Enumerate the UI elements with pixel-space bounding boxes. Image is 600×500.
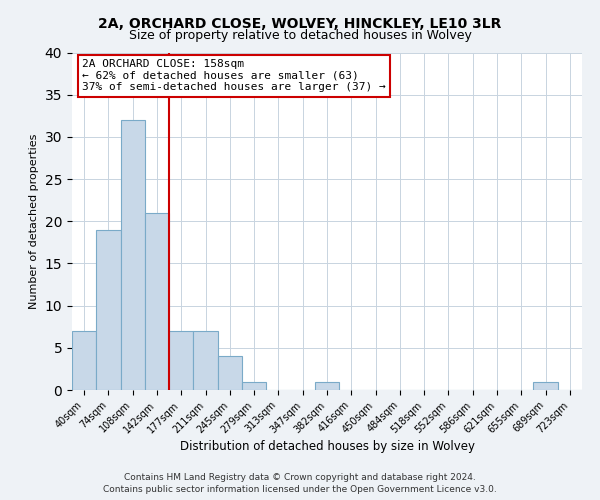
Text: 2A, ORCHARD CLOSE, WOLVEY, HINCKLEY, LE10 3LR: 2A, ORCHARD CLOSE, WOLVEY, HINCKLEY, LE1… (98, 18, 502, 32)
Bar (96, 230, 121, 390)
Bar (533, 382, 558, 390)
Bar (242, 382, 266, 390)
Bar (145, 213, 169, 390)
Bar (169, 331, 193, 390)
Bar (72, 331, 96, 390)
Text: Contains HM Land Registry data © Crown copyright and database right 2024.
Contai: Contains HM Land Registry data © Crown c… (103, 472, 497, 494)
Text: Size of property relative to detached houses in Wolvey: Size of property relative to detached ho… (128, 29, 472, 42)
Bar (121, 120, 145, 390)
Bar (315, 382, 339, 390)
X-axis label: Distribution of detached houses by size in Wolvey: Distribution of detached houses by size … (179, 440, 475, 454)
Bar (218, 356, 242, 390)
Y-axis label: Number of detached properties: Number of detached properties (29, 134, 39, 309)
Text: 2A ORCHARD CLOSE: 158sqm
← 62% of detached houses are smaller (63)
37% of semi-d: 2A ORCHARD CLOSE: 158sqm ← 62% of detach… (82, 59, 386, 92)
Bar (193, 331, 218, 390)
